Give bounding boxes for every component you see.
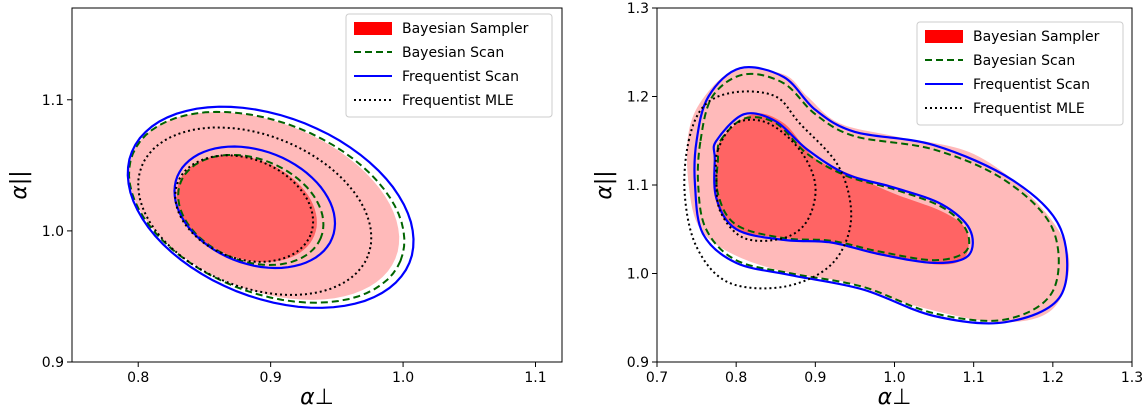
frequentist-scan-68-contour bbox=[712, 112, 974, 265]
bayesian-sampler-68-region bbox=[714, 113, 969, 265]
y-tick-label: 0.9 bbox=[42, 355, 64, 371]
frequentist-mle-95-contour bbox=[137, 126, 373, 296]
right-panel: 0.7 0.8 0.9 1.0 1.1 1.2 1.3 0.9 1.0 1.1 1.2 1.3 α⊥ α|… bbox=[592, 1, 1143, 407]
x-tick-label: 0.8 bbox=[725, 370, 747, 386]
bayesian-scan-68-contour bbox=[177, 153, 325, 267]
frequentist-scan-95-contour bbox=[126, 105, 415, 309]
y-tick-label: 1.0 bbox=[42, 224, 64, 240]
legend-label: Bayesian Sampler bbox=[973, 29, 1100, 45]
y-tick-label: 1.0 bbox=[627, 267, 649, 283]
x-tick-label: 1.2 bbox=[1042, 370, 1064, 386]
plot-area bbox=[126, 105, 415, 309]
frequentist-scan-68-contour bbox=[173, 145, 337, 270]
x-tick-label: 0.7 bbox=[646, 370, 668, 386]
y-tick-label: 1.1 bbox=[627, 178, 649, 194]
legend-label: Frequentist Scan bbox=[402, 69, 519, 85]
x-tick-label: 1.0 bbox=[392, 370, 414, 386]
x-tick-label: 1.1 bbox=[524, 370, 546, 386]
x-tick-label: 0.9 bbox=[804, 370, 826, 386]
y-tick-label: 1.3 bbox=[627, 1, 649, 17]
legend-box bbox=[916, 21, 1124, 126]
bayesian-scan-95-contour bbox=[127, 110, 406, 304]
legend-label: Frequentist Scan bbox=[973, 77, 1090, 93]
legend-label: Bayesian Sampler bbox=[402, 21, 529, 37]
axes-frame bbox=[71, 7, 563, 363]
x-tick-label: 1.1 bbox=[963, 370, 985, 386]
bayesian-scan-95-contour bbox=[696, 72, 1060, 322]
x-tick-label: 1.3 bbox=[1121, 370, 1143, 386]
legend-box bbox=[345, 13, 553, 118]
x-axis-label: α⊥ bbox=[300, 385, 334, 407]
x-tick-label: 0.8 bbox=[127, 370, 149, 386]
y-axis-label: α|| bbox=[592, 170, 617, 199]
legend: Bayesian Sampler Bayesian Scan Frequentist… bbox=[916, 21, 1124, 126]
frequentist-mle-68-contour bbox=[714, 118, 817, 242]
left-panel: 0.8 0.9 1.0 1.1 0.9 1.0 1.1 α⊥ α|| Bayesian Sampl… bbox=[7, 7, 563, 407]
y-axis-label: α|| bbox=[7, 170, 32, 199]
y-tick-label: 1.1 bbox=[42, 93, 64, 109]
bayesian-sampler-68-region bbox=[176, 155, 317, 263]
legend-swatch bbox=[925, 30, 963, 43]
x-tick-label: 1.0 bbox=[883, 370, 905, 386]
plot-area bbox=[683, 66, 1070, 325]
legend-label: Bayesian Scan bbox=[402, 45, 504, 61]
legend: Bayesian Sampler Bayesian Scan Frequentist… bbox=[345, 13, 553, 118]
y-tick-label: 1.2 bbox=[627, 90, 649, 106]
frequentist-scan-95-contour bbox=[693, 66, 1069, 325]
legend-swatch bbox=[354, 22, 392, 35]
x-tick-label: 0.9 bbox=[260, 370, 282, 386]
legend-label: Frequentist MLE bbox=[402, 93, 514, 109]
legend-label: Bayesian Scan bbox=[973, 53, 1075, 69]
bayesian-scan-68-contour bbox=[715, 116, 971, 262]
x-axis-label: α⊥ bbox=[878, 385, 912, 407]
y-tick-label: 0.9 bbox=[627, 355, 649, 371]
legend-label: Frequentist MLE bbox=[973, 101, 1085, 117]
